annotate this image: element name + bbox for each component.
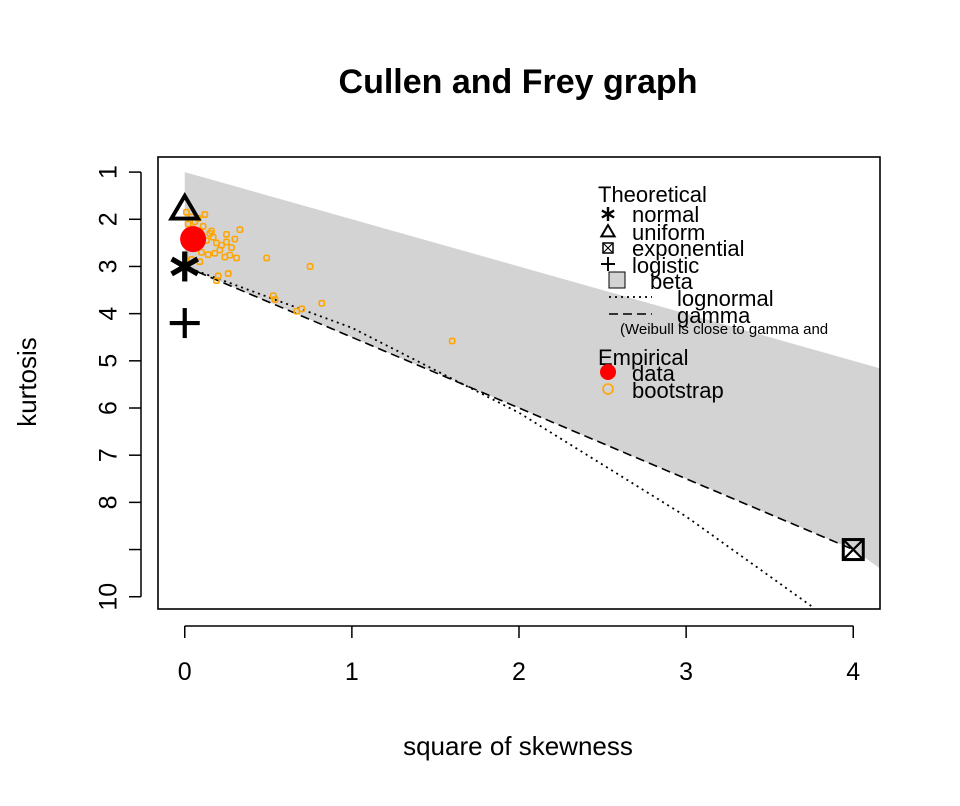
legend-uniform-icon xyxy=(599,223,617,238)
bootstrap-point xyxy=(233,254,240,262)
legend-label-data: data xyxy=(632,361,676,386)
asterisk-stroke xyxy=(601,209,615,219)
y-tick-label: 1 xyxy=(95,165,123,179)
legend-label-logistic: logistic xyxy=(632,253,699,278)
x-tick-label: 4 xyxy=(846,658,860,686)
legend-label-beta: beta xyxy=(650,269,694,294)
legend-logistic-icon xyxy=(601,257,615,271)
theoretical-point-logistic xyxy=(169,308,200,339)
plot-inner xyxy=(183,172,880,607)
y-tick-label: 7 xyxy=(95,448,123,462)
legend-normal-icon xyxy=(601,207,615,221)
bootstrap-point xyxy=(228,244,235,251)
bootstrap-point xyxy=(204,251,212,259)
asterisk-stroke xyxy=(170,256,200,277)
x-tick-label: 1 xyxy=(345,658,359,686)
x-tick-label: 0 xyxy=(178,658,192,686)
legend-label-gamma: gamma xyxy=(677,303,751,328)
legend-beta-icon xyxy=(608,271,626,289)
legend-label-bootstrap: bootstrap xyxy=(632,378,724,403)
theoretical-point-exponential xyxy=(841,538,865,562)
legend-weibull-note: (Weibull is close to gamma and xyxy=(620,321,828,338)
y-tick-label: 2 xyxy=(95,212,123,226)
bootstrap-point xyxy=(271,296,279,303)
legend-theoretical-title: Theoretical xyxy=(598,182,707,207)
theoretical-point-normal xyxy=(170,251,200,282)
legend-exponential-icon xyxy=(602,242,614,254)
x-stroke xyxy=(842,538,865,561)
y-axis-title: kurtosis xyxy=(12,337,42,427)
bootstrap-point xyxy=(211,249,219,257)
y-tick-label: 4 xyxy=(95,307,123,321)
bootstrap-point xyxy=(298,305,306,313)
bootstrap-point xyxy=(226,251,234,259)
legend-label-exponential: exponential xyxy=(632,236,745,261)
triangle-shape xyxy=(168,191,202,221)
bootstrap-point xyxy=(183,208,190,216)
bootstrap-point xyxy=(318,299,326,307)
bootstrap-point xyxy=(201,211,209,218)
beta-region xyxy=(184,172,880,569)
bootstrap-point xyxy=(184,220,192,228)
bootstrap-point xyxy=(208,227,215,235)
observation-point xyxy=(180,226,207,253)
x-stroke xyxy=(602,242,614,254)
plot-frame xyxy=(157,156,881,610)
legend-label-normal: normal xyxy=(632,202,699,227)
bootstrap-point xyxy=(236,226,244,234)
triangle-shape xyxy=(599,223,617,238)
bootstrap-point xyxy=(306,263,314,270)
bootstrap-point xyxy=(269,292,277,300)
bootstrap-point xyxy=(223,238,230,246)
y-tick-label: 6 xyxy=(95,401,123,415)
chart-title: Cullen and Frey graph xyxy=(339,63,698,101)
bootstrap-point xyxy=(199,222,207,230)
y-tick-label: 3 xyxy=(95,260,123,274)
legend-data-icon xyxy=(600,364,616,380)
plot-area: 0 1 2 3 4 1 2 3 4 5 6 7 8 10 xyxy=(95,156,881,686)
box-shape xyxy=(602,242,614,254)
bootstrap-point xyxy=(213,277,220,285)
x-axis-title: square of skewness xyxy=(403,731,633,761)
bootstrap-point xyxy=(263,254,271,262)
y-tick-label: 8 xyxy=(95,495,123,509)
box-shape xyxy=(841,538,865,562)
bootstrap-point xyxy=(223,230,230,238)
bootstrap-point xyxy=(216,246,224,254)
legend-bootstrap-icon xyxy=(602,383,614,395)
bootstrap-point xyxy=(209,233,217,241)
bootstrap-point xyxy=(231,235,239,243)
bootstrap-point xyxy=(448,337,456,345)
bootstrap-point xyxy=(224,270,232,277)
x-tick-label: 2 xyxy=(512,658,526,686)
legend-label-lognormal: lognormal xyxy=(677,286,774,311)
theoretical-point-uniform xyxy=(168,191,202,221)
x-tick-label: 3 xyxy=(679,658,693,686)
y-tick-label: 5 xyxy=(95,354,123,368)
legend-label-uniform: uniform xyxy=(632,220,705,245)
bootstrap-point xyxy=(198,248,205,256)
legend: Theoreticalnormaluniformexponentiallogis… xyxy=(598,182,828,403)
y-tick-label: 10 xyxy=(95,583,123,611)
lognormal-line xyxy=(184,265,813,607)
